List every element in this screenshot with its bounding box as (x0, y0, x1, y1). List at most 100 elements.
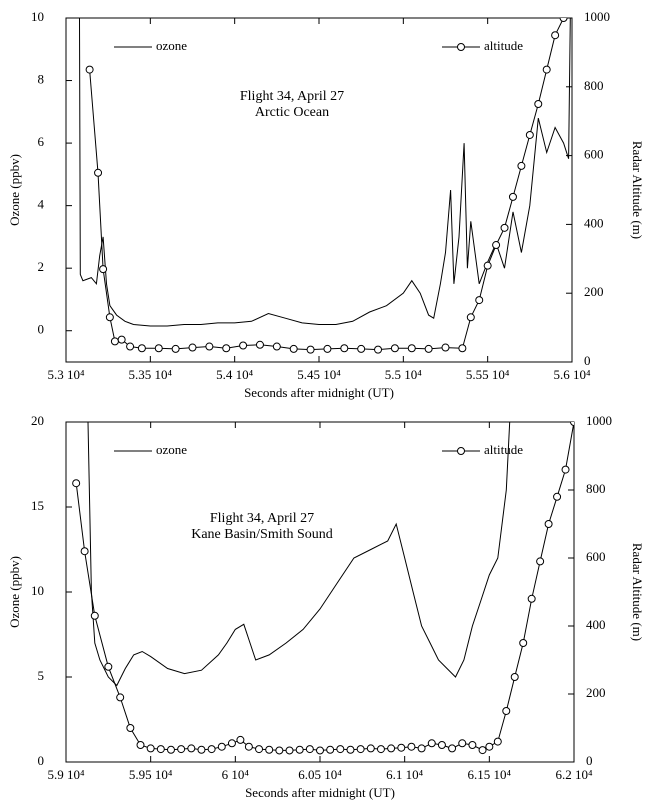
x-tick-label: 6 10⁴ (222, 767, 250, 782)
y2-axis-label: Radar Altitude (m) (630, 141, 645, 239)
marker (374, 345, 383, 354)
marker (551, 31, 560, 40)
marker (485, 742, 494, 751)
marker (424, 344, 433, 353)
marker (197, 745, 206, 754)
x-tick-label: 5.5 10⁴ (385, 367, 423, 382)
marker (99, 265, 108, 274)
marker (559, 18, 568, 22)
marker (217, 742, 226, 751)
marker (366, 744, 375, 753)
marker (508, 192, 517, 201)
y2-tick-label: 400 (584, 215, 604, 230)
marker (483, 261, 492, 270)
y2-tick-label: 600 (586, 549, 606, 564)
marker (466, 313, 475, 322)
marker (255, 745, 264, 754)
x-tick-label: 6.1 10⁴ (386, 767, 424, 782)
marker (146, 744, 155, 753)
y-tick-label: 8 (38, 72, 45, 87)
marker (227, 739, 236, 748)
x-tick-label: 5.45 10⁴ (297, 367, 341, 382)
marker (536, 557, 545, 566)
marker (126, 342, 135, 351)
marker (542, 65, 551, 74)
x-tick-label: 6.15 10⁴ (468, 767, 512, 782)
marker (448, 744, 457, 753)
marker (356, 745, 365, 754)
y2-tick-label: 0 (584, 353, 591, 368)
marker (407, 344, 416, 353)
y2-tick-label: 1000 (584, 9, 610, 24)
marker (326, 745, 335, 754)
x-tick-label: 5.6 10⁴ (553, 367, 591, 382)
marker (346, 745, 355, 754)
y-tick-label: 15 (31, 498, 44, 513)
plot-area (72, 422, 574, 755)
y2-axis-label: Radar Altitude (m) (630, 543, 645, 641)
y2-tick-label: 1000 (586, 413, 612, 428)
legend-marker (457, 43, 465, 51)
marker (306, 345, 315, 354)
marker (236, 735, 245, 744)
marker (336, 745, 345, 754)
y-axis-label: Ozone (ppbv) (7, 556, 22, 628)
marker (207, 745, 216, 754)
marker (295, 745, 304, 754)
altitude-line (89, 18, 565, 351)
marker (80, 547, 89, 556)
y-tick-label: 10 (31, 583, 44, 598)
y2-tick-label: 0 (586, 753, 593, 768)
marker (187, 744, 196, 753)
y-tick-label: 5 (38, 668, 45, 683)
y-tick-label: 4 (38, 197, 45, 212)
marker (390, 344, 399, 353)
marker (104, 662, 113, 671)
y-tick-label: 20 (31, 413, 44, 428)
x-tick-label: 6.2 10⁴ (555, 767, 593, 782)
marker (316, 746, 324, 755)
legend-label: ozone (156, 38, 187, 53)
plot-area (79, 18, 571, 354)
marker (116, 693, 125, 702)
marker (222, 344, 231, 353)
marker (110, 337, 119, 346)
marker (527, 594, 536, 603)
plot-frame (65, 421, 575, 763)
annotation: Flight 34, April 27 (210, 511, 314, 526)
marker (475, 296, 484, 305)
x-tick-label: 6.05 10⁴ (298, 767, 342, 782)
marker (156, 745, 165, 754)
x-tick-label: 5.35 10⁴ (129, 367, 173, 382)
x-tick-label: 5.3 10⁴ (47, 367, 85, 382)
marker (500, 223, 509, 232)
marker (244, 742, 253, 751)
marker (72, 479, 81, 488)
legend-label: altitude (484, 38, 523, 53)
marker (525, 130, 534, 139)
marker (387, 744, 396, 753)
marker (188, 343, 197, 352)
marker (126, 724, 135, 732)
y-axis-label: Ozone (ppbv) (7, 154, 22, 226)
marker (468, 741, 477, 749)
y2-tick-label: 800 (584, 78, 604, 93)
y-tick-label: 10 (31, 9, 44, 24)
marker (357, 344, 366, 353)
annotation: Arctic Ocean (255, 105, 329, 120)
x-tick-label: 5.95 10⁴ (129, 767, 173, 782)
y-tick-label: 2 (38, 259, 45, 274)
marker (493, 737, 502, 746)
marker (502, 707, 511, 715)
marker (85, 65, 94, 74)
y2-tick-label: 800 (586, 481, 606, 496)
marker (94, 168, 103, 177)
legend-label: ozone (156, 442, 187, 457)
marker (105, 313, 114, 322)
x-tick-label: 5.4 10⁴ (216, 367, 254, 382)
marker (534, 100, 543, 108)
marker (255, 340, 264, 349)
marker (570, 422, 574, 426)
y-tick-label: 0 (38, 322, 45, 337)
marker (154, 344, 163, 353)
